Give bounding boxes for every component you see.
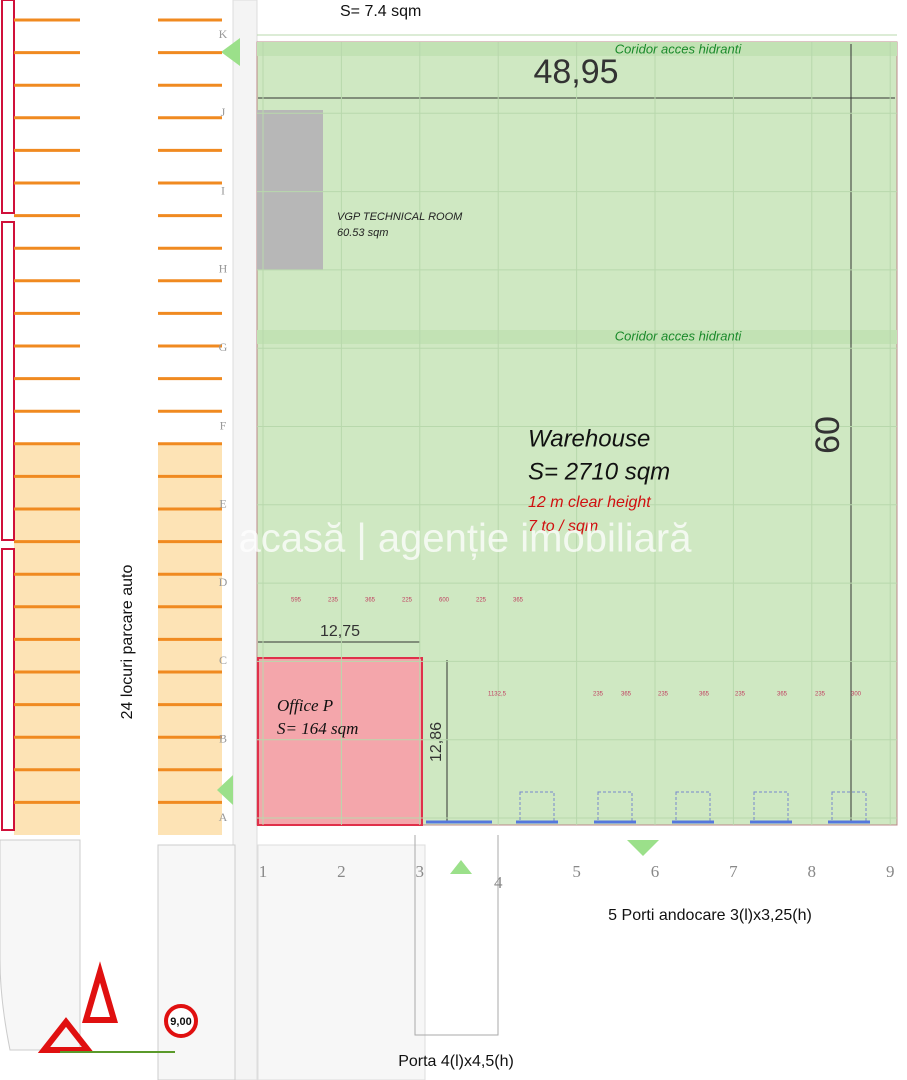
column-label: 6 [651,862,660,881]
column-label: 9 [886,862,895,881]
corridor-label: Coridor acces hidranti [615,41,743,56]
dimension-text: 365 [513,598,524,604]
dimension-text: 225 [402,598,413,604]
dimension-text: 235 [328,598,339,604]
traffic-sign [164,1004,198,1038]
office-area-label: S= 164 sqm [277,719,358,738]
traffic-sign [37,1017,95,1053]
marker [221,38,240,66]
row-label: C [219,653,227,667]
row-label: K [219,27,228,41]
dimension-text: 600 [439,598,450,604]
row-label: E [219,497,226,511]
row-label: G [219,340,228,354]
column-label: 2 [337,862,346,881]
office-label: Office P [277,696,333,715]
row-label: H [219,262,228,276]
corridor-label: Coridor acces hidranti [615,328,743,343]
marker [627,840,659,856]
column-label: 7 [729,862,738,881]
office-depth: 12,86 [428,722,445,762]
row-label: A [219,810,228,824]
road [0,839,81,1051]
dimension-text: 225 [476,598,487,604]
column-label: 1 [259,862,268,881]
row-label: D [219,575,228,589]
road [257,844,426,1080]
column-label: 4 [494,873,503,892]
docks-label: 5 Porti andocare 3(l)x3,25(h) [608,907,812,924]
gate-ramp [414,835,499,1036]
dimension-text: 365 [699,692,710,698]
column-label: 3 [416,862,425,881]
dimension-text: 300 [851,692,862,698]
curb [1,221,15,541]
curb [1,548,15,831]
dimension-text: 235 [815,692,826,698]
technical-room [257,110,323,270]
dimension-text: 1132,5 [488,692,507,698]
dimension-text: 365 [365,598,376,604]
marker [217,775,233,805]
dimension-text: 595 [291,598,302,604]
traffic-sign [82,961,118,1023]
row-label: F [220,418,227,432]
row-label: J [221,105,226,119]
dimension-text: 365 [777,692,788,698]
gate-label: Porta 4(l)x4,5(h) [398,1053,514,1070]
room-label: VGP TECHNICAL ROOM [337,211,463,223]
warehouse-title: Warehouse [528,425,650,452]
column-label: 5 [572,862,581,881]
warehouse-area-label: S= 2710 sqm [528,458,670,485]
column-label: 8 [808,862,817,881]
floor-load: 7 to / sqm [528,518,598,535]
sign-label: 9,00 [170,1016,191,1028]
row-label: I [221,183,225,197]
clear-height: 12 m clear height [528,494,651,511]
row-label: B [219,731,227,745]
marker [450,860,472,874]
width-dimension: 48,95 [533,53,618,91]
dimension-text: 365 [621,692,632,698]
office-area [257,657,423,826]
watermark: acasă | agenție imobiliară [239,517,693,561]
parking-label: 24 locuri parcare auto [119,565,136,720]
dimension-text: 235 [593,692,604,698]
area-note: S= 7.4 sqm [340,3,421,20]
road [157,844,236,1080]
curb [1,0,15,214]
office-width: 12,75 [320,623,360,640]
room-area: 60.53 sqm [337,227,388,239]
dimension-text: 235 [658,692,669,698]
depth-dimension: 60 [809,416,847,454]
wall [232,0,258,1080]
dimension-text: 235 [735,692,746,698]
